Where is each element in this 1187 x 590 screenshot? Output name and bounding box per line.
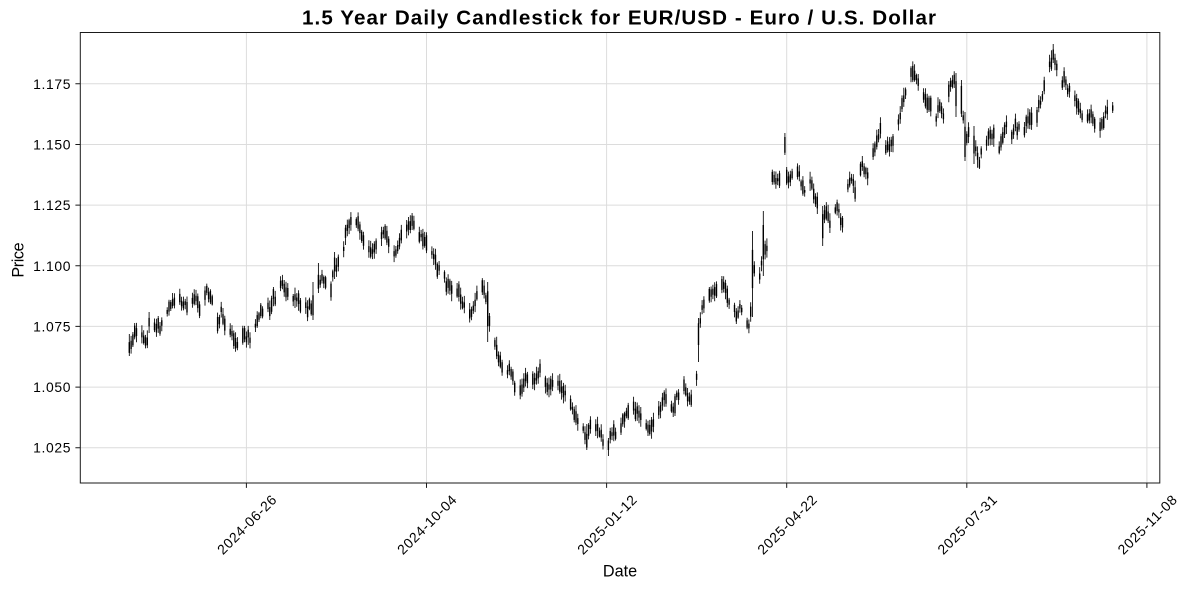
svg-text:Price: Price (9, 242, 27, 277)
svg-text:1.175: 1.175 (33, 76, 71, 92)
svg-text:1.125: 1.125 (33, 197, 71, 213)
svg-text:1.5 Year Daily Candlestick for: 1.5 Year Daily Candlestick for EUR/USD -… (302, 7, 936, 30)
svg-text:1.100: 1.100 (33, 258, 71, 274)
svg-text:1.050: 1.050 (33, 379, 71, 395)
svg-text:1.025: 1.025 (33, 440, 71, 456)
svg-text:Date: Date (603, 563, 637, 581)
svg-text:1.075: 1.075 (33, 318, 71, 334)
svg-text:1.150: 1.150 (33, 137, 71, 153)
